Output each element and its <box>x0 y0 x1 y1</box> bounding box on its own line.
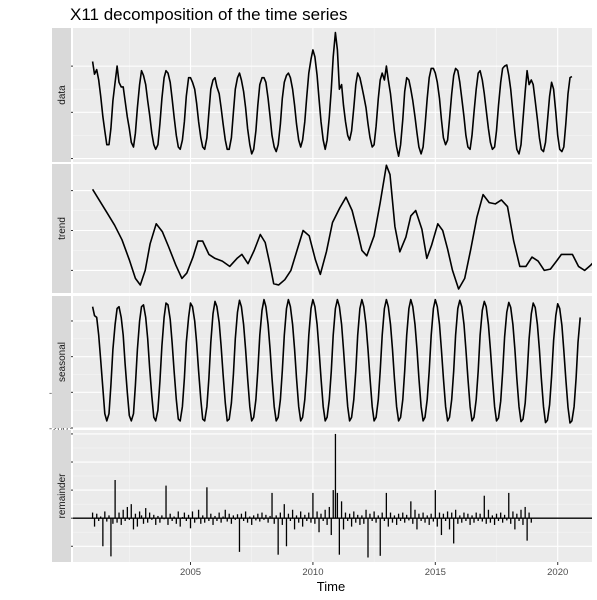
strip-label-remainder: remainder <box>57 473 68 519</box>
series-line-trend <box>91 164 592 290</box>
panel-background <box>73 28 592 162</box>
panel-remainder: -50050100150remainder <box>52 429 592 562</box>
strip-label-data: data <box>57 85 68 105</box>
series-line-seasonal <box>91 298 581 424</box>
strip-seasonal <box>52 296 71 428</box>
strip-data <box>52 28 71 162</box>
strip-label-seasonal: seasonal <box>57 342 68 382</box>
y-tick-label: -200 <box>49 424 68 435</box>
x-axis-title: Time <box>317 579 345 594</box>
x-tick-label: 2015 <box>425 567 446 578</box>
panel-background <box>73 164 592 293</box>
series-line-data <box>91 31 573 157</box>
panel-background <box>73 430 592 562</box>
x-tick-label: 2010 <box>302 567 323 578</box>
x-axis: 2005 2010 2015 2020 <box>180 562 568 578</box>
strip-trend <box>52 164 71 293</box>
panel-data: 0200400data <box>52 28 592 165</box>
x-tick-label: 2020 <box>547 567 568 578</box>
panel-seasonal: -200-1000100seasonal <box>49 296 592 435</box>
strip-label-trend: trend <box>57 217 68 240</box>
facet-panels: 0200400data210240270trend-200-1000100sea… <box>49 28 592 562</box>
panel-trend: 210240270trend <box>52 164 592 293</box>
strip-remainder <box>52 430 71 562</box>
chart-title: X11 decomposition of the time series <box>70 5 348 24</box>
x-tick-label: 2005 <box>180 567 201 578</box>
